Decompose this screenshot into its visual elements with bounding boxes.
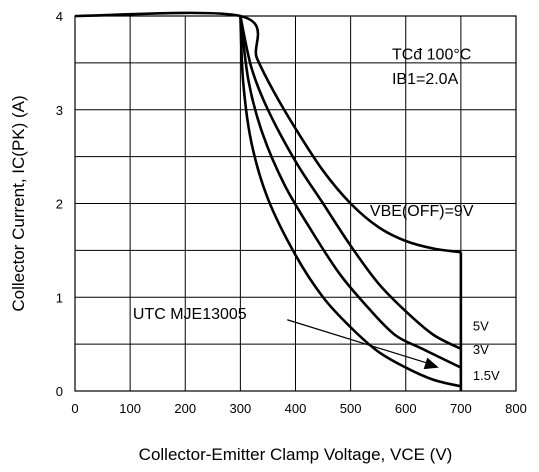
base-current-condition: IB1=2.0A (392, 71, 459, 88)
y-tick-label: 4 (56, 9, 63, 24)
temperature-condition: TCđ 100°C (392, 47, 471, 64)
x-axis-title: Collector-Emitter Clamp Voltage, VCE (V) (139, 445, 453, 464)
part-arrow-line (287, 319, 430, 365)
series-label-2: 3V (473, 342, 489, 357)
part-arrowhead (423, 357, 439, 370)
tick-labels: 0 100 200 300 400 500 600 700 800 0 1 2 3 4 (56, 9, 527, 416)
x-tick-label: 100 (119, 401, 141, 416)
series-line-3 (239, 15, 462, 388)
plot-frame (74, 15, 517, 392)
series-group: VBE(OFF)=9V 5V 3V 1.5V (74, 11, 500, 391)
series-label-1: 5V (473, 318, 489, 333)
x-tick-label: 700 (450, 401, 472, 416)
series-line-2 (239, 15, 462, 369)
x-tick-label: 300 (230, 401, 252, 416)
part-number-label: UTC MJE13005 (133, 306, 247, 323)
x-tick-label: 200 (174, 401, 196, 416)
series-label-9v: VBE(OFF)=9V (370, 203, 474, 220)
x-tick-label: 800 (505, 401, 527, 416)
y-tick-label: 0 (56, 384, 63, 399)
series-line-0 (74, 11, 462, 254)
x-tick-label: 0 (71, 401, 78, 416)
x-tick-label: 400 (285, 401, 307, 416)
y-tick-label: 1 (56, 290, 63, 305)
x-tick-label: 600 (395, 401, 417, 416)
y-tick-label: 3 (56, 103, 63, 118)
y-axis-title: Collector Current, IC(PK) (A) (9, 95, 28, 311)
series-label-3: 1.5V (473, 368, 500, 383)
series-line-1 (239, 15, 462, 350)
y-tick-label: 2 (56, 197, 63, 212)
x-tick-label: 500 (340, 401, 362, 416)
